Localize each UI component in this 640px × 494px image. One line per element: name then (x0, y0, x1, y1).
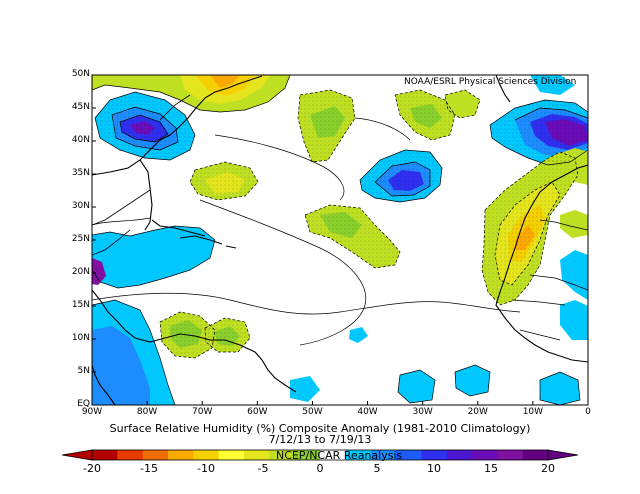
lat-label: 30N (71, 201, 90, 211)
lat-label: 45N (71, 102, 90, 112)
colorbar-label: 5 (373, 462, 381, 475)
colorbar-label: 10 (427, 462, 441, 475)
lat-label: 20N (71, 267, 90, 277)
lat-label: 40N (71, 135, 90, 145)
colorbar-swatch (472, 450, 498, 460)
colorbar-swatch (446, 450, 473, 460)
colorbar-swatch (421, 450, 448, 460)
date-range: 7/12/13 to 7/19/13 (268, 433, 372, 446)
lat-label: 10N (71, 333, 90, 343)
lon-label: 10W (522, 407, 544, 417)
borders (92, 94, 588, 341)
colorbar-label: -15 (140, 462, 158, 475)
lat-ticks (92, 74, 96, 406)
colorbar-swatch (396, 450, 422, 460)
colorbar (92, 450, 549, 460)
source-label: NCEP/NCAR Reanalysis (276, 449, 403, 462)
colorbar-swatch (269, 450, 296, 460)
lon-label: 50W (302, 407, 323, 417)
colorbar-swatch (497, 450, 524, 460)
contour-lines (92, 75, 588, 405)
lon-label: 40W (357, 407, 378, 417)
colorbar-swatch (370, 450, 397, 460)
colorbar-label: 0 (316, 462, 324, 475)
colorbar-left-arrow (61, 449, 93, 461)
lat-label: 15N (71, 300, 90, 310)
colorbar-swatch (92, 450, 118, 460)
lon-ticks (91, 401, 589, 405)
colorbar-swatch (193, 450, 220, 460)
lat-label: EQ (77, 399, 90, 409)
colorbar-label: -20 (83, 462, 101, 475)
colorbar-swatch (168, 450, 194, 460)
anomaly-field (92, 75, 588, 405)
colorbar-swatch (345, 450, 372, 460)
lat-label: 5N (77, 366, 90, 376)
colorbar-right-arrow (547, 449, 579, 461)
colorbar-label: -5 (257, 462, 269, 475)
significance-stippling (95, 90, 588, 358)
colorbar-swatch (117, 450, 144, 460)
lon-label: 70W (192, 407, 213, 417)
lon-label: 90W (81, 407, 103, 417)
credit-label: NOAA/ESRL Physical Sciences Division (404, 77, 577, 87)
colorbar-swatch (142, 450, 169, 460)
colorbar-swatch (294, 450, 321, 460)
colorbar-label: 20 (541, 462, 555, 475)
lon-label: 80W (136, 407, 158, 417)
lon-label: 0 (585, 407, 591, 417)
coastlines (92, 75, 588, 405)
lat-label: 25N (71, 234, 90, 244)
colorbar-label: 15 (484, 462, 498, 475)
colorbar-swatch (320, 450, 346, 460)
colorbar-swatch (244, 450, 270, 460)
lon-label: 30W (412, 407, 433, 417)
colorbar-swatch (522, 450, 549, 460)
colorbar-swatch (218, 450, 245, 460)
colorbar-label: -10 (197, 462, 215, 475)
map-title: Surface Relative Humidity (%) Composite … (109, 422, 531, 435)
lon-label: 20W (467, 407, 488, 417)
lon-label: 60W (247, 407, 268, 417)
lat-label: 50N (71, 69, 90, 79)
lat-label: 35N (71, 168, 90, 178)
